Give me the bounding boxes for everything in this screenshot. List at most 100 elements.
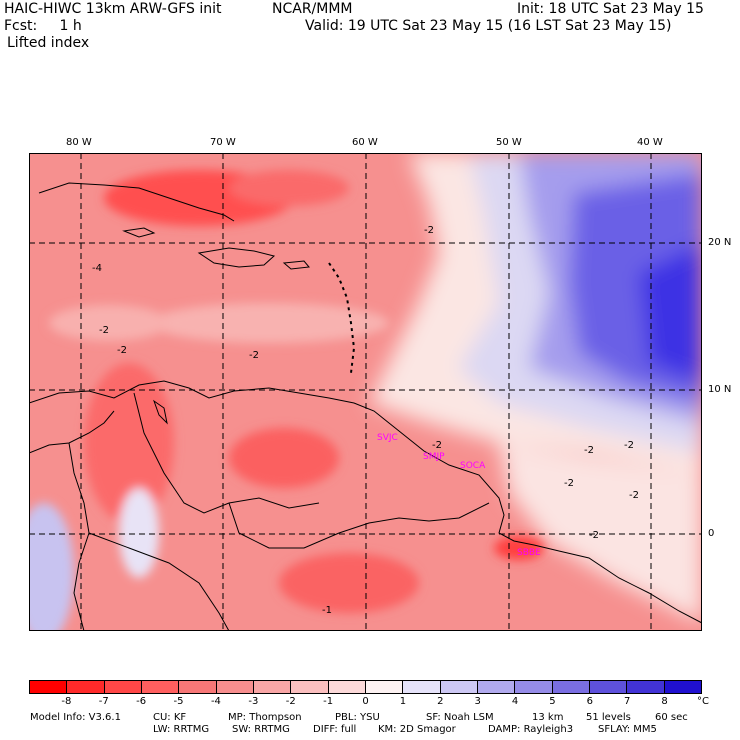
contour-label: -2 bbox=[564, 478, 574, 489]
model-info-item: CU: KF bbox=[153, 712, 187, 723]
weak-negative-atlantic bbox=[149, 303, 389, 343]
contour-label: -2 bbox=[584, 445, 594, 456]
scale-swatch bbox=[30, 681, 68, 693]
model-info-item: SW: RRTMG bbox=[232, 724, 290, 735]
lesser-antilles bbox=[328, 262, 356, 374]
scale-label: -1 bbox=[323, 696, 334, 707]
model-info-item: 51 levels bbox=[586, 712, 631, 723]
station-smjp: SMJP bbox=[423, 452, 445, 462]
model-info-item: SFLAY: MM5 bbox=[598, 724, 657, 735]
lon-label-80w: 80 W bbox=[66, 137, 92, 148]
model-info-item: DIFF: full bbox=[313, 724, 357, 735]
scale-swatch bbox=[403, 681, 441, 693]
lon-label-60w: 60 W bbox=[352, 137, 378, 148]
coastline-hispaniola bbox=[197, 247, 276, 268]
scale-label: -4 bbox=[210, 696, 221, 707]
scale-swatch bbox=[216, 681, 254, 693]
scale-label: 7 bbox=[624, 696, 631, 707]
contour-label: -2 bbox=[624, 440, 634, 451]
scale-label: 4 bbox=[511, 696, 519, 707]
scale-label: -8 bbox=[61, 696, 72, 707]
lat-label-0: 0 bbox=[708, 528, 715, 539]
contour-label: -2 bbox=[249, 350, 259, 361]
strong-negative-venezuela bbox=[229, 428, 339, 488]
strong-negative-belem bbox=[494, 536, 544, 560]
scale-swatch bbox=[179, 681, 217, 693]
org-label: NCAR/MMM bbox=[272, 1, 353, 17]
scale-swatch bbox=[589, 681, 628, 693]
scale-swatch bbox=[515, 681, 553, 693]
model-info-item: SF: Noah LSM bbox=[426, 712, 494, 723]
scale-label: 8 bbox=[661, 696, 668, 707]
valid-time: Valid: 19 UTC Sat 23 May 15 (16 LST Sat … bbox=[305, 18, 672, 34]
model-info-item: MP: Thompson bbox=[228, 712, 302, 723]
contour-label: -2 bbox=[424, 225, 434, 236]
contour-label: -2 bbox=[432, 440, 442, 451]
lake-maracaibo bbox=[153, 399, 168, 425]
border-colombia-venezuela bbox=[133, 392, 320, 514]
scale-label: 0 bbox=[362, 696, 369, 707]
scale-swatch bbox=[627, 681, 665, 693]
scale-swatch bbox=[440, 681, 478, 693]
station-svjc: SVJC bbox=[377, 433, 398, 443]
coastline-puerto-rico bbox=[282, 260, 310, 270]
lon-label-50w: 50 W bbox=[496, 137, 522, 148]
strong-negative-caribbean bbox=[229, 170, 349, 206]
strongest-positive-zone bbox=[639, 243, 702, 383]
scale-label: 5 bbox=[549, 696, 556, 707]
scale-swatch bbox=[253, 681, 292, 693]
contour-label: -2 bbox=[99, 325, 109, 336]
model-title: HAIC-HIWC 13km ARW-GFS init bbox=[4, 1, 222, 17]
contour-label: -2 bbox=[589, 530, 599, 541]
lat-label-20n: 20 N bbox=[708, 237, 732, 248]
lon-label-40w: 40 W bbox=[637, 137, 663, 148]
scale-swatch bbox=[104, 681, 142, 693]
contour-label: -2 bbox=[629, 490, 639, 501]
weak-negative-pacific bbox=[29, 503, 74, 631]
scale-swatch bbox=[291, 681, 329, 693]
lifted-index-map: -2 -2 -2 -2 -2 -2 -2 -2 -2 -2 -1 -4 SVJC… bbox=[29, 153, 702, 631]
contour-label: -2 bbox=[117, 345, 127, 356]
model-info-item: 60 sec bbox=[655, 712, 688, 723]
scale-label: -6 bbox=[136, 696, 147, 707]
scale-swatch bbox=[328, 681, 366, 693]
scale-swatch bbox=[552, 681, 590, 693]
model-info-item: DAMP: Rayleigh3 bbox=[488, 724, 574, 735]
scale-label: -5 bbox=[173, 696, 184, 707]
border-peru-brazil bbox=[88, 532, 230, 631]
coastline-cuba bbox=[38, 182, 235, 222]
station-soca: SOCA bbox=[460, 461, 486, 471]
coastline-south-america bbox=[29, 380, 702, 624]
weak-negative-west bbox=[49, 305, 169, 341]
scale-unit: °C bbox=[697, 696, 709, 707]
color-scale bbox=[29, 680, 702, 694]
model-info-item: KM: 2D Smagor bbox=[378, 724, 456, 735]
lon-label-70w: 70 W bbox=[210, 137, 236, 148]
scale-swatch bbox=[141, 681, 180, 693]
scale-label: 1 bbox=[399, 696, 407, 707]
border-brazil-north bbox=[228, 502, 490, 549]
model-info-item: LW: RRTMG bbox=[153, 724, 210, 735]
strong-negative-amazon bbox=[279, 553, 419, 613]
station-sbbe: SBBE bbox=[517, 548, 541, 558]
coastline-panama bbox=[29, 410, 115, 454]
lat-label-10n: 10 N bbox=[708, 384, 732, 395]
contour-label: -1 bbox=[322, 605, 332, 616]
contour-label: -4 bbox=[92, 263, 102, 274]
field-name: Lifted index bbox=[7, 35, 90, 51]
init-time: Init: 18 UTC Sat 23 May 15 bbox=[517, 1, 704, 17]
map-frame bbox=[29, 153, 702, 631]
scale-swatch bbox=[67, 681, 105, 693]
scale-swatch bbox=[365, 681, 404, 693]
scale-swatch bbox=[477, 681, 516, 693]
model-info-item: Model Info: V3.6.1 bbox=[30, 712, 121, 723]
scale-label: 2 bbox=[437, 696, 444, 707]
coastline-jamaica bbox=[122, 227, 156, 238]
scale-swatch bbox=[664, 681, 701, 693]
model-info-item: PBL: YSU bbox=[335, 712, 380, 723]
scale-label: 3 bbox=[474, 696, 481, 707]
scale-label: -7 bbox=[98, 696, 109, 707]
scale-label: -3 bbox=[248, 696, 259, 707]
weak-negative-andes bbox=[119, 488, 159, 578]
model-info-item: 13 km bbox=[532, 712, 564, 723]
